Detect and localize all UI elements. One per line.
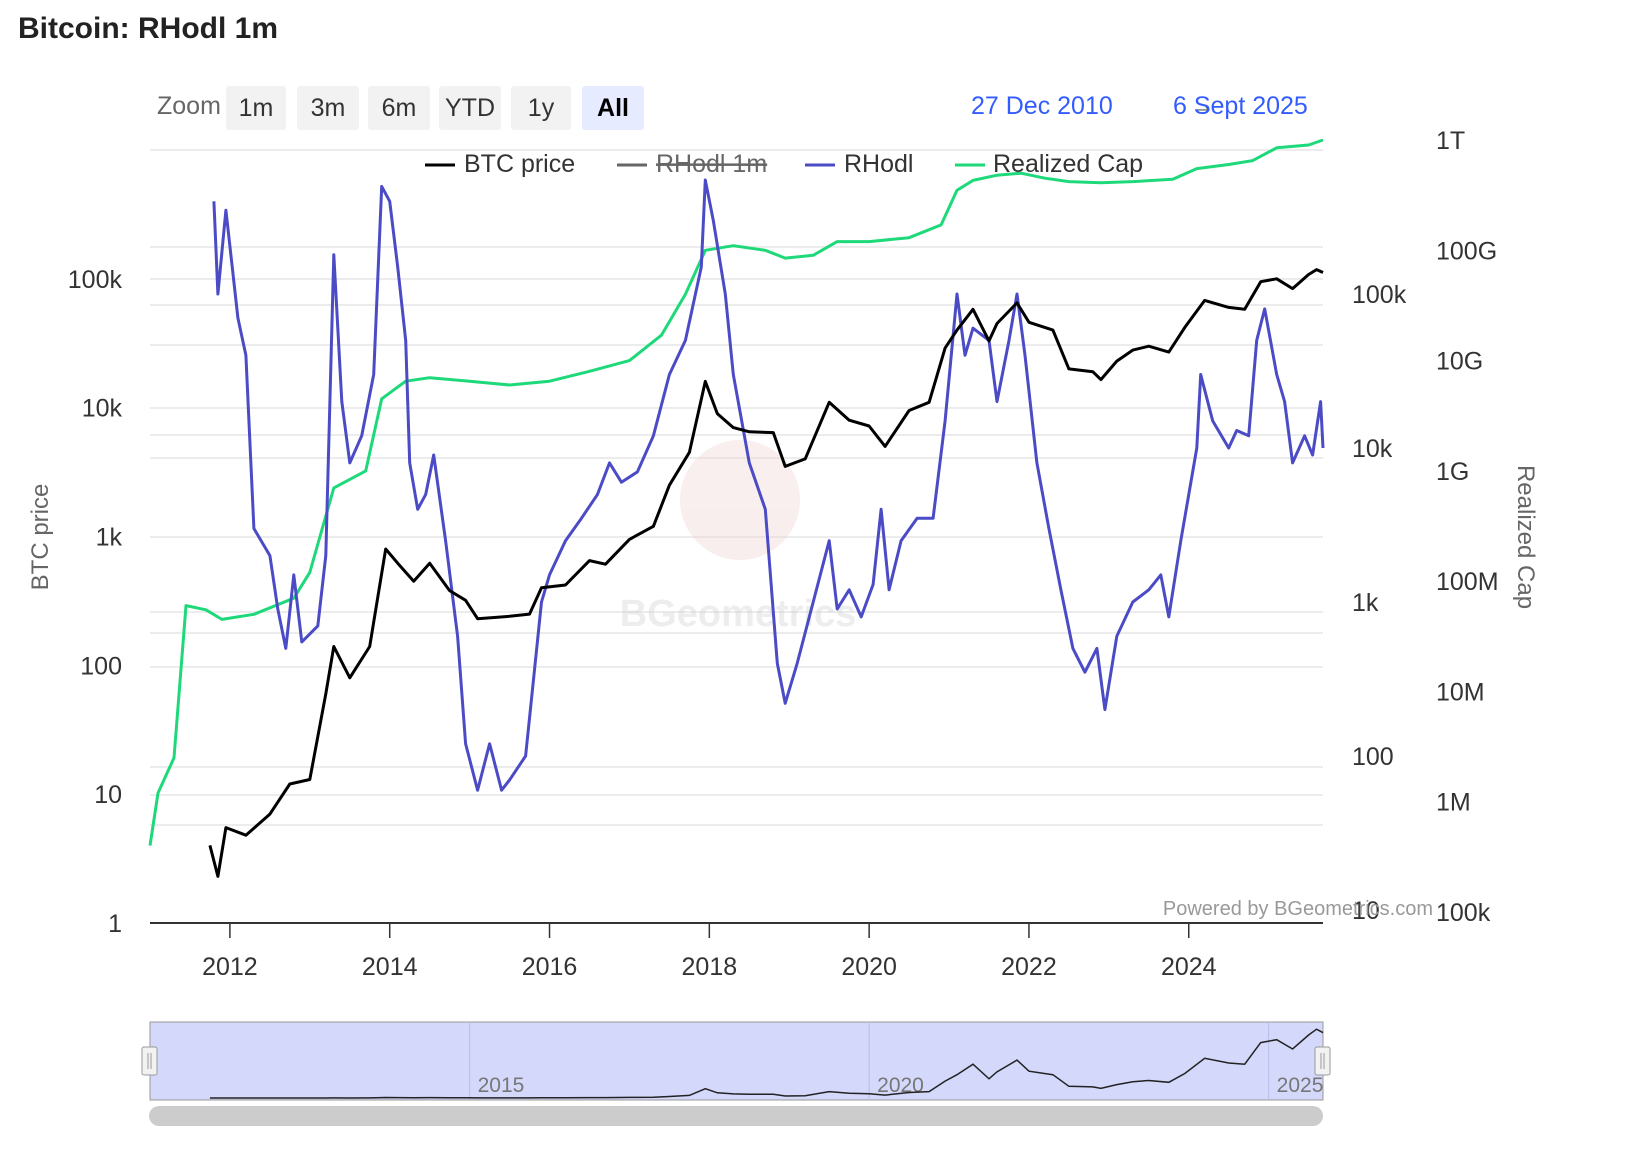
- zoom-3m-button[interactable]: 3m: [297, 86, 359, 130]
- series-line-btc-price[interactable]: [208, 268, 1324, 878]
- x-axis-ticks: 2012 2014 2016 2018 2020 2022 2024: [202, 923, 1217, 981]
- grid-lines: [150, 149, 1323, 826]
- realized-cap-tick: 100k: [1436, 899, 1491, 927]
- rhodl-tick: 10: [1352, 897, 1380, 925]
- btc-price-axis-title: BTC price: [27, 484, 54, 591]
- rhodl-tick: 100k: [1352, 281, 1407, 309]
- legend: BTC price RHodl 1m RHodl Realized Cap: [425, 150, 1143, 178]
- range-arrow-icon: →: [1190, 92, 1215, 120]
- rhodl-axis: 10 100 1k 10k 100k: [1352, 281, 1407, 925]
- navigator-series: [209, 1028, 1324, 1099]
- btc-price-tick: 1k: [96, 524, 123, 552]
- zoom-1m-button[interactable]: 1m: [226, 86, 286, 130]
- navigator-right-handle[interactable]: [1314, 1046, 1331, 1076]
- btc-price-tick: 100k: [68, 266, 123, 294]
- realized-cap-axis: 100k 1M 10M 100M 1G 10G 100G 1T: [1436, 127, 1499, 927]
- x-tick-label: 2014: [362, 953, 418, 981]
- navigator-label: 2020: [877, 1074, 924, 1097]
- btc-price-tick: 100: [80, 652, 122, 680]
- series-group: [148, 138, 1325, 878]
- x-tick-label: 2020: [841, 953, 897, 981]
- x-tick-label: 2018: [682, 953, 738, 981]
- legend-btc-price[interactable]: BTC price: [464, 150, 575, 178]
- series-line-rhodl[interactable]: [212, 178, 1325, 792]
- realized-cap-tick: 1G: [1436, 458, 1469, 486]
- x-tick-label: 2016: [522, 953, 578, 981]
- realized-cap-axis-title: Realized Cap: [1512, 465, 1539, 609]
- legend-rhodl[interactable]: RHodl: [844, 150, 913, 178]
- watermark-logo-icon: [680, 440, 800, 560]
- realized-cap-tick: 10M: [1436, 678, 1485, 706]
- x-tick-label: 2024: [1161, 953, 1217, 981]
- watermark-text: BGeometrics: [620, 593, 857, 635]
- zoom-all-button[interactable]: All: [582, 86, 644, 130]
- navigator-label: 2025: [1277, 1074, 1324, 1097]
- rhodl-tick: 10k: [1352, 435, 1393, 463]
- legend-rhodl-1m[interactable]: RHodl 1m: [656, 150, 767, 178]
- navigator-grid: 2015 2020 2025: [469, 1022, 1324, 1100]
- navigator-scrollbar[interactable]: [149, 1106, 1323, 1126]
- btc-price-tick: 1: [108, 910, 122, 938]
- realized-cap-tick: 1T: [1436, 127, 1465, 155]
- legend-realized-cap[interactable]: Realized Cap: [993, 150, 1143, 178]
- realized-cap-tick: 100M: [1436, 568, 1499, 596]
- range-to-input[interactable]: 6 Sept 2025: [1173, 92, 1308, 120]
- zoom-ytd-button[interactable]: YTD: [439, 86, 501, 130]
- realized-cap-tick: 1M: [1436, 789, 1471, 817]
- navigator-mask[interactable]: [149, 1021, 1324, 1101]
- watermark: BGeometrics: [620, 440, 857, 635]
- rhodl-tick: 1k: [1352, 589, 1379, 617]
- page-title: Bitcoin: RHodl 1m: [18, 12, 278, 45]
- series-line-realized-cap[interactable]: [148, 138, 1324, 846]
- x-tick-label: 2022: [1001, 953, 1057, 981]
- range-from-input[interactable]: 27 Dec 2010: [971, 92, 1113, 120]
- zoom-label: Zoom: [157, 92, 221, 120]
- zoom-1y-button[interactable]: 1y: [511, 86, 571, 130]
- btc-price-axis: 1 10 100 1k 10k 100k: [68, 266, 123, 938]
- x-tick-label: 2012: [202, 953, 258, 981]
- zoom-6m-button[interactable]: 6m: [368, 86, 430, 130]
- navigator-label: 2015: [478, 1074, 525, 1097]
- credit-text[interactable]: Powered by BGeometrics.com: [1163, 898, 1433, 920]
- btc-price-tick: 10: [94, 781, 122, 809]
- rhodl-tick: 100: [1352, 743, 1394, 771]
- realized-cap-tick: 10G: [1436, 348, 1483, 376]
- realized-cap-tick: 100G: [1436, 237, 1497, 265]
- navigator-left-handle[interactable]: [141, 1046, 158, 1076]
- btc-price-tick: 10k: [82, 395, 123, 423]
- navigator[interactable]: 2015 2020 2025: [141, 1021, 1331, 1126]
